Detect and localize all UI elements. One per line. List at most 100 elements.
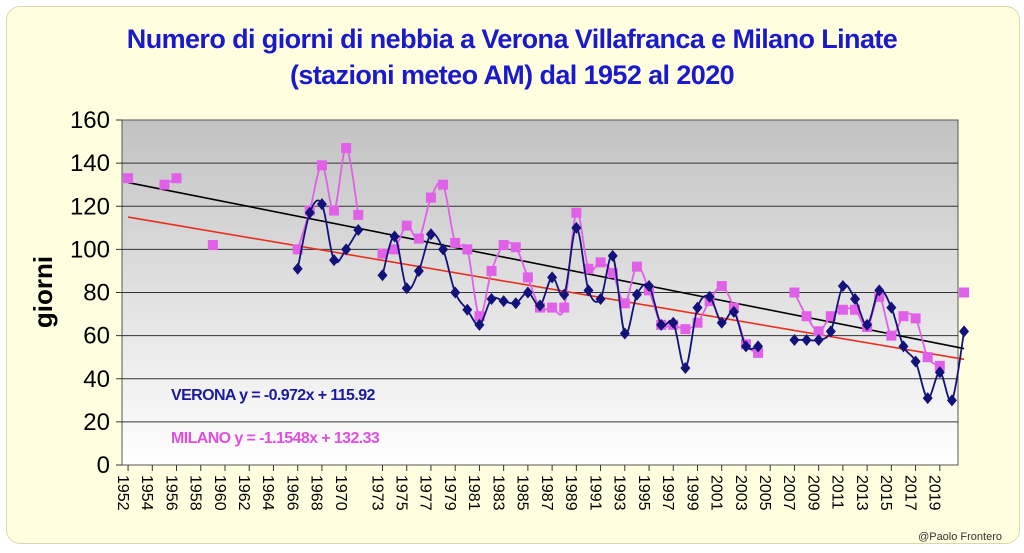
milano-data-point — [680, 324, 691, 335]
verona-trend-equation: VERONA y = -0.972x + 115.92 — [171, 387, 375, 404]
x-tick-label: 1985 — [514, 475, 531, 511]
verona-data-point — [486, 292, 497, 305]
milano-data-point — [886, 330, 897, 341]
y-tick-label: 0 — [97, 452, 110, 479]
verona-data-point — [801, 333, 812, 346]
verona-data-point — [304, 206, 315, 219]
verona-data-point — [498, 295, 509, 308]
x-tick-label: 1999 — [683, 475, 700, 511]
y-tick-label: 40 — [83, 366, 110, 393]
milano-data-point — [389, 244, 400, 255]
y-tick-label: 160 — [70, 107, 110, 134]
milano-data-point — [753, 347, 764, 358]
y-tick-label: 80 — [83, 280, 110, 307]
verona-data-point — [813, 333, 824, 346]
milano-data-point — [438, 179, 449, 190]
verona-data-point — [922, 392, 933, 405]
milano-data-point — [959, 287, 970, 298]
verona-data-point — [619, 327, 630, 340]
verona-data-point — [438, 243, 449, 256]
milano-data-point — [619, 298, 630, 309]
verona-data-point — [959, 325, 970, 338]
milano-data-point — [510, 242, 521, 253]
milano-data-point — [522, 272, 533, 283]
verona-data-point — [413, 264, 424, 277]
credit-label: @Paolo Frontero — [918, 531, 1002, 543]
verona-data-point — [850, 292, 861, 305]
milano-data-point — [413, 233, 424, 244]
x-tick-label: 1975 — [392, 475, 409, 511]
verona-data-point — [522, 286, 533, 299]
x-tick-label: 1958 — [187, 475, 204, 511]
verona-data-point — [716, 316, 727, 329]
verona-data-point — [934, 366, 945, 379]
milano-data-point — [789, 287, 800, 298]
y-axis-label: giorni — [28, 256, 58, 328]
verona-data-point — [401, 282, 412, 295]
milano-data-point — [571, 207, 582, 218]
chart-title-line2: (stazioni meteo AM) dal 1952 al 2020 — [289, 60, 735, 90]
milano-data-point — [498, 240, 509, 251]
y-tick-label: 120 — [70, 193, 110, 220]
milano-data-point — [171, 173, 182, 184]
milano-data-point — [934, 360, 945, 371]
verona-data-point — [692, 301, 703, 314]
milano-trend-equation: MILANO y = -1.1548x + 132.33 — [171, 430, 380, 447]
x-tick-label: 1987 — [538, 475, 555, 511]
verona-data-point — [377, 269, 388, 282]
verona-data-point — [789, 333, 800, 346]
milano-data-point — [874, 291, 885, 302]
verona-data-point — [704, 290, 715, 303]
verona-data-point — [389, 230, 400, 243]
verona-data-point — [668, 316, 679, 329]
verona-data-point — [462, 303, 473, 316]
verona-data-point — [898, 340, 909, 353]
milano-data-point — [910, 313, 921, 324]
x-tick-label: 1981 — [465, 475, 482, 511]
verona-data-point — [571, 221, 582, 234]
chart-title-line1: Numero di giorni di nebbia a Verona Vill… — [126, 24, 898, 54]
x-tick-label: 2019 — [926, 475, 943, 511]
milano-data-point — [377, 248, 388, 259]
milano-data-point — [583, 263, 594, 274]
milano-data-point — [801, 311, 812, 322]
verona-data-point — [450, 286, 461, 299]
x-tick-label: 2005 — [756, 475, 773, 511]
x-tick-label: 2009 — [804, 475, 821, 511]
milano-data-point — [607, 268, 618, 279]
verona-data-point — [946, 394, 957, 407]
milano-data-point — [474, 311, 485, 322]
x-tick-label: 2015 — [877, 475, 894, 511]
milano-data-point — [825, 311, 836, 322]
milano-data-point — [401, 220, 412, 231]
verona-data-point — [292, 262, 303, 275]
verona-data-point — [825, 325, 836, 338]
x-tick-label: 1997 — [659, 475, 676, 511]
x-tick-label: 1964 — [259, 475, 276, 511]
x-tick-label: 2007 — [780, 475, 797, 511]
verona-data-point — [316, 198, 327, 211]
milano-data-point — [850, 304, 861, 315]
x-tick-label: 1952 — [114, 475, 131, 511]
milano-data-point — [353, 209, 364, 220]
x-tick-label: 1993 — [611, 475, 628, 511]
x-tick-label: 1995 — [635, 475, 652, 511]
milano-data-point — [692, 317, 703, 328]
verona-data-point — [644, 280, 655, 293]
y-tick-label: 140 — [70, 150, 110, 177]
milano-data-point — [341, 143, 352, 154]
milano-data-point — [716, 281, 727, 292]
verona-data-point — [728, 305, 739, 318]
verona-data-point — [559, 288, 570, 301]
milano-data-point — [329, 205, 340, 216]
milano-data-point — [595, 257, 606, 268]
milano-data-point — [450, 237, 461, 248]
verona-data-point — [607, 249, 618, 262]
verona-data-point — [474, 318, 485, 331]
x-tick-label: 1968 — [308, 475, 325, 511]
verona-data-point — [837, 280, 848, 293]
y-tick-label: 100 — [70, 236, 110, 263]
milano-data-point — [813, 326, 824, 337]
x-tick-label: 1960 — [211, 475, 228, 511]
